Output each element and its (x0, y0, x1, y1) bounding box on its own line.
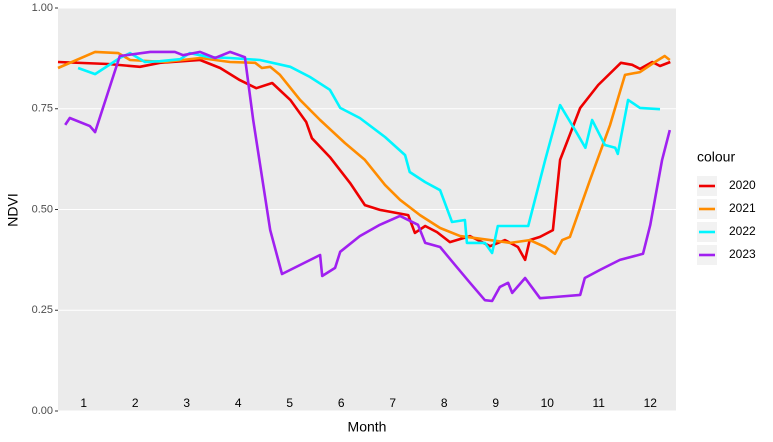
x-tick-label: 6 (338, 396, 345, 410)
x-tick-label: 11 (593, 396, 606, 410)
y-tick-label: 1.00 (32, 2, 53, 14)
x-tick-label: 2 (132, 396, 139, 410)
series-line (64, 50, 672, 303)
x-tick-label: 12 (644, 396, 658, 410)
x-tick-label: 10 (541, 396, 555, 410)
legend-label: 2021 (729, 201, 756, 215)
legend-title: colour (697, 149, 735, 165)
x-tick-label: 1 (80, 396, 87, 410)
x-tick-label: 4 (235, 396, 242, 410)
x-tick-label: 9 (492, 396, 499, 410)
series-line (57, 50, 671, 256)
y-tick-label: 0.75 (32, 103, 53, 115)
x-tick-label: 3 (183, 396, 190, 410)
y-tick-label: 0.25 (32, 304, 53, 316)
series-line (57, 58, 671, 262)
legend-label: 2022 (729, 224, 756, 238)
y-tick-label: 0.00 (32, 405, 53, 417)
y-tick-label: 0.50 (32, 203, 53, 215)
x-tick-label: 5 (286, 396, 293, 410)
y-axis-title: NDVI (5, 193, 21, 226)
legend-label: 2023 (729, 247, 756, 261)
x-axis-title: Month (348, 419, 387, 435)
legend-label: 2020 (729, 178, 756, 192)
x-tick-label: 8 (441, 396, 448, 410)
x-tick-label: 7 (389, 396, 396, 410)
